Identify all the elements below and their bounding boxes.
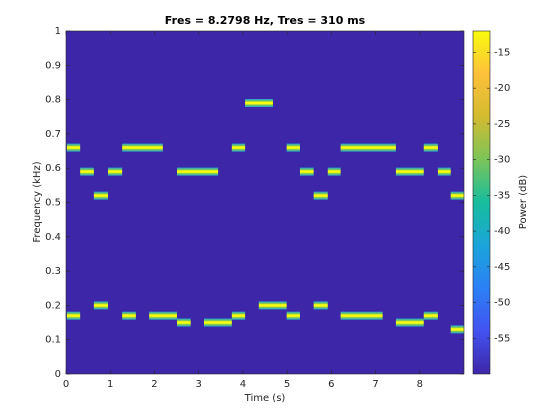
tone-segment <box>423 311 438 320</box>
tone-segment <box>258 301 287 310</box>
tone-segment <box>231 311 246 320</box>
tone-segment <box>245 99 273 108</box>
tone-segment <box>299 167 314 176</box>
tone-segment <box>203 318 232 327</box>
tone-segment <box>450 325 464 334</box>
x-tick-label: 3 <box>195 379 201 390</box>
x-tick-label: 8 <box>417 379 423 390</box>
tone-segment <box>176 318 191 327</box>
x-tick-label: 7 <box>372 379 378 390</box>
tone-segment <box>395 167 424 176</box>
tone-segment <box>231 143 246 152</box>
tone-segment <box>313 301 328 310</box>
colorbar-tick-label: -35 <box>494 190 510 201</box>
tone-segment <box>66 143 81 152</box>
tone-segment <box>340 311 383 320</box>
tone-segment <box>122 143 163 152</box>
colorbar-tick-label: -30 <box>494 155 510 166</box>
tone-segment <box>149 311 177 320</box>
colorbar-tick-label: -40 <box>494 226 510 237</box>
y-tick-label: 0.6 <box>45 163 61 174</box>
colorbar <box>472 30 491 375</box>
tone-segment <box>395 318 424 327</box>
colorbar-label: Power (dB) <box>518 175 529 230</box>
y-axis-label: Frequency (kHz) <box>32 161 43 242</box>
x-tick-label: 2 <box>151 379 157 390</box>
y-tick-label: 1 <box>55 26 61 37</box>
tone-segment <box>437 167 451 176</box>
colorbar-tick-label: -15 <box>494 47 510 58</box>
tone-segment <box>122 311 136 320</box>
tone-segment <box>66 311 81 320</box>
y-tick-label: 0.8 <box>45 95 61 106</box>
x-tick-label: 0 <box>63 379 69 390</box>
y-tick-label: 0.1 <box>45 335 61 346</box>
y-tick-label: 0.9 <box>45 60 61 71</box>
colorbar-tick-label: -45 <box>494 262 510 273</box>
colorbar-tick-label: -50 <box>494 298 510 309</box>
y-tick-label: 0 <box>55 369 61 380</box>
tone-segment <box>286 311 300 320</box>
tone-segment <box>93 301 109 310</box>
tone-segment <box>80 167 94 176</box>
y-tick-label: 0.2 <box>45 300 61 311</box>
y-tick-label: 0.5 <box>45 198 61 209</box>
tone-segment <box>176 167 219 176</box>
colorbar-tick-label: -20 <box>494 83 510 94</box>
tone-segment <box>93 191 109 200</box>
x-tick-label: 5 <box>284 379 290 390</box>
tone-segment <box>327 167 341 176</box>
y-tick-label: 0.4 <box>45 232 61 243</box>
y-tick-label: 0.3 <box>45 266 61 277</box>
x-tick-label: 4 <box>240 379 246 390</box>
tone-segment <box>423 143 438 152</box>
y-tick-label: 0.7 <box>45 129 61 140</box>
tone-segment <box>108 167 123 176</box>
x-axis-label: Time (s) <box>244 393 286 404</box>
chart-title: Fres = 8.2798 Hz, Tres = 310 ms <box>165 14 366 27</box>
tone-segment <box>286 143 300 152</box>
x-tick-label: 6 <box>328 379 334 390</box>
x-tick-label: 1 <box>107 379 113 390</box>
colorbar-tick-label: -25 <box>494 119 510 130</box>
tone-segment <box>313 191 328 200</box>
tone-segment <box>340 143 396 152</box>
tone-segment <box>450 191 464 200</box>
colorbar-tick-label: -55 <box>494 333 510 344</box>
